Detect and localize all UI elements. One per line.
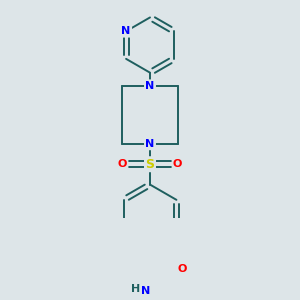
Text: N: N — [146, 81, 154, 91]
Text: N: N — [146, 139, 154, 149]
Text: O: O — [173, 159, 182, 169]
Text: O: O — [118, 159, 127, 169]
Text: N: N — [141, 286, 150, 296]
Text: H: H — [131, 284, 140, 294]
Text: S: S — [146, 158, 154, 171]
Text: O: O — [177, 264, 187, 274]
Text: N: N — [122, 26, 131, 36]
